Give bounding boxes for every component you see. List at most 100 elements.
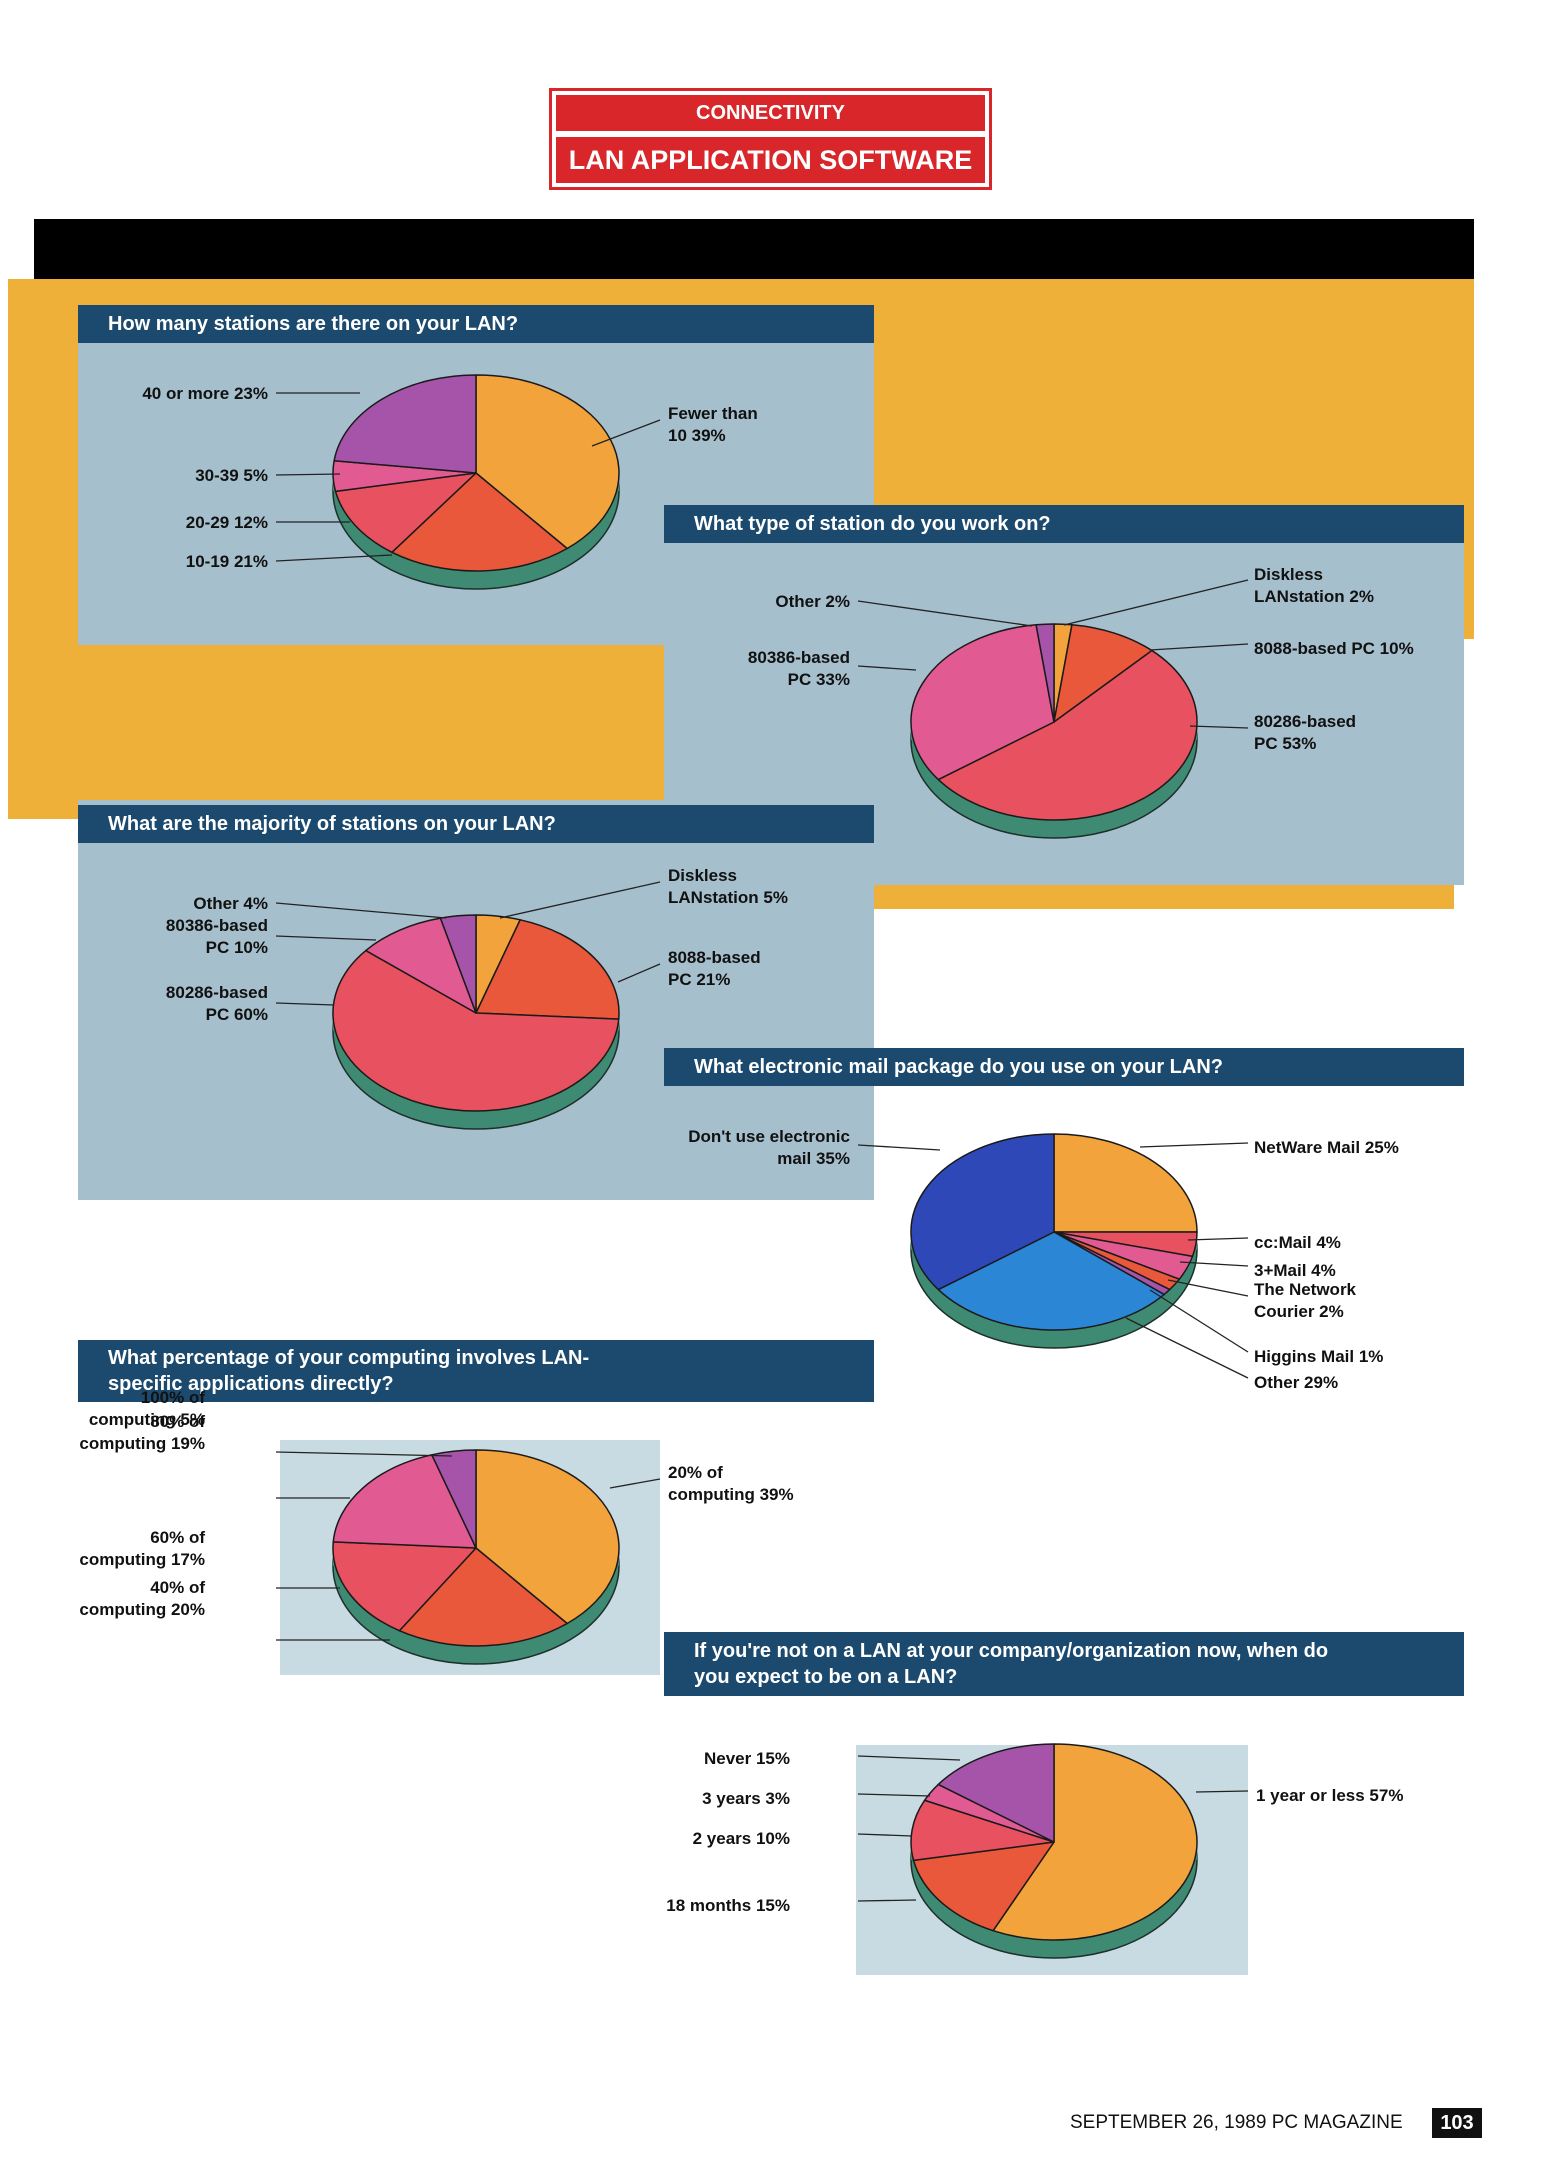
section-label: CONNECTIVITY — [556, 95, 985, 131]
data-label: 30-39 5% — [195, 466, 268, 485]
pie-slice — [1053, 1133, 1198, 1233]
leader-line — [1149, 643, 1249, 651]
data-label: mail 35% — [777, 1149, 850, 1168]
data-label: 80286-based — [1254, 712, 1356, 731]
leader-line — [499, 881, 661, 919]
data-label: Higgins Mail 1% — [1254, 1347, 1383, 1366]
pie-slice — [398, 1547, 568, 1647]
data-label: Other 2% — [775, 592, 850, 611]
pie-slice — [992, 1743, 1198, 1941]
data-label: Fewer than — [668, 404, 758, 423]
leader-line — [275, 1002, 335, 1006]
data-label: PC 33% — [788, 670, 850, 689]
pie-slice — [475, 1449, 620, 1625]
data-label: 20% of — [668, 1463, 723, 1482]
data-label: Other 4% — [193, 894, 268, 913]
data-label: 1 year or less 57% — [1256, 1786, 1403, 1805]
pie-slice — [431, 1449, 477, 1549]
data-label: PC 21% — [668, 970, 730, 989]
leader-line — [857, 1899, 917, 1902]
leader-line — [275, 554, 393, 562]
data-label: Courier 2% — [1254, 1302, 1344, 1321]
page-number: 103 — [1432, 2108, 1482, 2138]
leader-line — [857, 1793, 931, 1797]
data-label: 80% of — [150, 1412, 205, 1431]
leader-line — [1063, 579, 1249, 626]
data-label: computing 17% — [79, 1550, 205, 1569]
pie-slice — [1053, 624, 1153, 723]
pie-slice — [332, 1541, 477, 1632]
pie-slice — [910, 1133, 1055, 1291]
data-label: Diskless — [1254, 565, 1323, 584]
data-label: 40% of — [150, 1578, 205, 1597]
leader-line — [1189, 725, 1249, 729]
data-label: LANstation 5% — [668, 888, 788, 907]
pie-slice — [475, 374, 620, 550]
data-label: 100% of — [141, 1388, 206, 1407]
question-2-title: What type of station do you work on? — [664, 505, 1464, 543]
black-banner — [34, 219, 1474, 279]
section-header: CONNECTIVITY LAN APPLICATION SOFTWARE — [549, 88, 992, 190]
leader-line — [857, 1755, 961, 1761]
pie-slice — [1035, 623, 1055, 723]
data-label: 18 months 15% — [666, 1896, 790, 1915]
data-label: Diskless — [668, 866, 737, 885]
pie-slice — [334, 472, 477, 554]
data-label: 40 or more 23% — [142, 384, 268, 403]
data-label: Don't use electronic — [688, 1127, 850, 1146]
question-1-title: How many stations are there on your LAN? — [78, 305, 874, 343]
leader-line — [857, 1144, 941, 1151]
pie-slice — [332, 1454, 477, 1549]
pie-slice — [391, 472, 568, 572]
footer-text: SEPTEMBER 26, 1989 PC MAGAZINE — [1070, 2112, 1403, 2133]
data-label: cc:Mail 4% — [1254, 1233, 1341, 1252]
data-label: The Network — [1254, 1280, 1357, 1299]
leader-line — [1179, 1261, 1249, 1267]
pie-slice — [332, 949, 620, 1112]
pie-slice — [910, 1799, 1055, 1862]
pie-slice — [475, 919, 620, 1020]
data-label: 3 years 3% — [702, 1789, 790, 1808]
orange-panel-lower — [8, 639, 664, 819]
data-label: Never 15% — [704, 1749, 790, 1768]
data-label: computing 39% — [668, 1485, 794, 1504]
leader-line — [1149, 1289, 1249, 1353]
data-label: computing 5% — [89, 1410, 205, 1429]
leader-line — [591, 419, 661, 447]
data-label: computing 20% — [79, 1600, 205, 1619]
question-3-title: What are the majority of stations on you… — [78, 805, 874, 843]
data-label: LANstation 2% — [1254, 587, 1374, 606]
leader-line — [857, 1833, 913, 1837]
data-label: Other 29% — [1254, 1373, 1338, 1392]
leader-line — [857, 665, 917, 671]
leader-line — [275, 935, 377, 941]
pie-slice — [333, 374, 477, 474]
question-6-title: If you're not on a LAN at your company/o… — [664, 1632, 1464, 1696]
leader-line — [1187, 1237, 1249, 1241]
pie-slice — [910, 624, 1055, 781]
data-label: 60% of — [150, 1528, 205, 1547]
data-label: 2 years 10% — [693, 1829, 790, 1848]
data-label: 8088-based PC 10% — [1254, 639, 1414, 658]
data-label: 10 39% — [668, 426, 726, 445]
pie-slice — [912, 1841, 1055, 1932]
leader-line — [1195, 1790, 1249, 1793]
data-label: 8088-based — [668, 948, 761, 967]
data-label: computing 19% — [79, 1434, 205, 1453]
question-5-title: What percentage of your computing involv… — [78, 1340, 874, 1402]
leader-line — [275, 473, 341, 476]
data-label: PC 10% — [206, 938, 268, 957]
leader-line — [617, 963, 661, 983]
leader-line — [1139, 1142, 1249, 1148]
pie-slice — [937, 1231, 1165, 1331]
data-label: 80386-based — [748, 648, 850, 667]
leader-line — [275, 902, 447, 919]
leader-line — [275, 1451, 453, 1457]
leader-line — [1167, 1279, 1249, 1297]
pie-slice — [937, 1743, 1055, 1843]
data-label: PC 53% — [1254, 734, 1316, 753]
data-label: NetWare Mail 25% — [1254, 1138, 1399, 1157]
data-label: 20-29 12% — [186, 513, 268, 532]
leader-line — [1125, 1317, 1249, 1379]
